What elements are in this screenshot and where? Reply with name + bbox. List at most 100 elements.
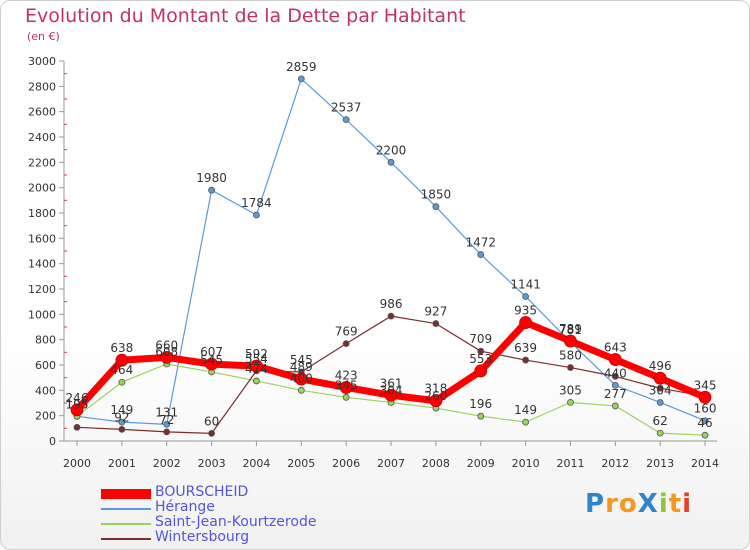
y-tick-label: 2600	[28, 106, 56, 119]
x-tick-label: 2007	[377, 457, 405, 470]
data-point-herange	[477, 251, 485, 258]
data-label-wintersbourg: 92	[114, 410, 129, 424]
y-tick-label: 2400	[28, 131, 56, 144]
legend-label: BOURSCHEID	[155, 484, 249, 500]
data-point-herange	[297, 75, 305, 83]
data-label-bourscheid: 423	[335, 368, 358, 382]
x-axis: 2000 2001 2002 2003 2004 2005 2006 2007 2008 2009…	[63, 440, 719, 470]
data-label-herange: 1784	[241, 196, 272, 210]
data-point-saint-jean-kourtzerode	[342, 393, 350, 401]
data-point-wintersbourg	[477, 347, 485, 355]
data-label-herange: 440	[604, 366, 627, 380]
data-label-saint-jean-kourtzerode: 474	[245, 362, 268, 376]
data-point-bourscheid	[429, 394, 443, 408]
y-tick-label: 600	[35, 359, 56, 372]
x-tick-label: 2013	[646, 457, 674, 470]
data-label-bourscheid: 496	[649, 359, 672, 373]
legend-swatch	[101, 523, 151, 525]
data-label-bourscheid: 592	[245, 347, 268, 361]
logo-letter: o	[618, 489, 638, 519]
data-point-wintersbourg	[611, 372, 619, 380]
data-point-bourscheid	[205, 357, 218, 371]
data-label-saint-jean-kourtzerode: 305	[559, 383, 582, 397]
y-tick-label: 0	[49, 435, 56, 448]
data-point-herange	[701, 417, 709, 425]
data-point-herange	[387, 158, 395, 166]
data-label-herange: 131	[155, 405, 178, 419]
x-tick-label: 2012	[601, 457, 629, 470]
data-point-wintersbourg	[656, 384, 664, 392]
data-point-bourscheid	[339, 381, 353, 394]
data-point-wintersbourg	[387, 312, 395, 320]
data-label-bourscheid: 553	[469, 352, 492, 366]
data-point-bourscheid	[564, 334, 577, 348]
data-point-saint-jean-kourtzerode	[253, 377, 260, 385]
data-label-bourscheid: 361	[380, 376, 403, 390]
data-point-saint-jean-kourtzerode	[297, 386, 305, 394]
data-point-bourscheid	[384, 388, 398, 402]
proxiti-logo: ProXiti	[585, 489, 692, 519]
y-tick-label: 2800	[28, 80, 56, 93]
data-point-wintersbourg	[118, 425, 126, 433]
data-label-bourscheid: 489	[290, 360, 313, 374]
legend-label: Hérange	[155, 499, 215, 515]
logo-letter: t	[668, 489, 683, 519]
data-label-herange: 149	[110, 403, 133, 417]
data-label-saint-jean-kourtzerode: 277	[604, 387, 627, 401]
x-tick-label: 2010	[512, 457, 540, 470]
data-label-saint-jean-kourtzerode: 304	[380, 383, 403, 397]
data-label-bourscheid: 789	[559, 322, 582, 336]
data-label-wintersbourg: 769	[335, 325, 358, 339]
data-point-saint-jean-kourtzerode	[522, 418, 529, 426]
data-point-bourscheid	[294, 372, 308, 386]
data-point-bourscheid	[250, 359, 263, 373]
data-label-wintersbourg: 554	[245, 352, 268, 366]
data-label-bourscheid: 607	[200, 345, 223, 359]
data-point-herange	[342, 116, 350, 124]
x-tick-label: 2011	[556, 457, 584, 470]
x-tick-label: 2006	[332, 457, 360, 470]
x-tick-label: 2009	[467, 457, 495, 470]
x-tick-label: 2000	[63, 457, 91, 470]
data-label-saint-jean-kourtzerode: 260	[424, 389, 447, 403]
data-point-saint-jean-kourtzerode	[656, 429, 664, 437]
data-point-bourscheid	[474, 364, 488, 378]
data-label-bourscheid: 643	[604, 341, 627, 355]
data-label-saint-jean-kourtzerode: 195	[66, 397, 89, 411]
data-label-wintersbourg: 72	[159, 413, 174, 427]
data-point-wintersbourg	[163, 428, 171, 436]
data-label-herange: 2200	[376, 143, 407, 157]
logo-letter: P	[585, 489, 606, 519]
y-axis: 0 200 400 600 800 1000 1200 1400 1600 1800 2000 220…	[28, 55, 67, 448]
data-point-wintersbourg	[432, 320, 440, 327]
legend-swatch	[101, 538, 151, 540]
data-label-herange: 2859	[286, 60, 317, 74]
data-labels: 195 149 131 1980 1784 2859 2537 2200 1850 1472 114…	[66, 60, 717, 430]
data-point-bourscheid	[115, 353, 129, 367]
series-herange	[73, 75, 709, 428]
data-label-saint-jean-kourtzerode: 464	[110, 363, 133, 377]
data-point-bourscheid	[653, 371, 667, 385]
data-label-saint-jean-kourtzerode: 400	[290, 371, 313, 385]
data-point-saint-jean-kourtzerode	[118, 378, 126, 386]
data-point-wintersbourg	[342, 340, 350, 347]
data-point-bourscheid	[608, 353, 622, 366]
data-label-herange: 1980	[196, 171, 227, 185]
legend-swatch	[101, 489, 151, 499]
x-tick-label: 2004	[242, 457, 270, 470]
data-label-herange: 195	[66, 397, 89, 411]
data-point-herange	[522, 293, 529, 300]
data-point-bourscheid	[698, 390, 712, 404]
data-label-wintersbourg: 545	[290, 353, 313, 367]
data-point-saint-jean-kourtzerode	[567, 398, 574, 406]
data-label-saint-jean-kourtzerode: 345	[335, 378, 358, 392]
data-label-saint-jean-kourtzerode: 149	[514, 403, 537, 417]
y-tick-label: 3000	[28, 55, 56, 68]
data-point-herange	[163, 421, 171, 428]
data-label-wintersbourg: 639	[514, 341, 537, 355]
y-tick-label: 1600	[28, 232, 56, 245]
data-label-wintersbourg: 60	[204, 414, 219, 428]
data-point-wintersbourg	[567, 364, 574, 371]
